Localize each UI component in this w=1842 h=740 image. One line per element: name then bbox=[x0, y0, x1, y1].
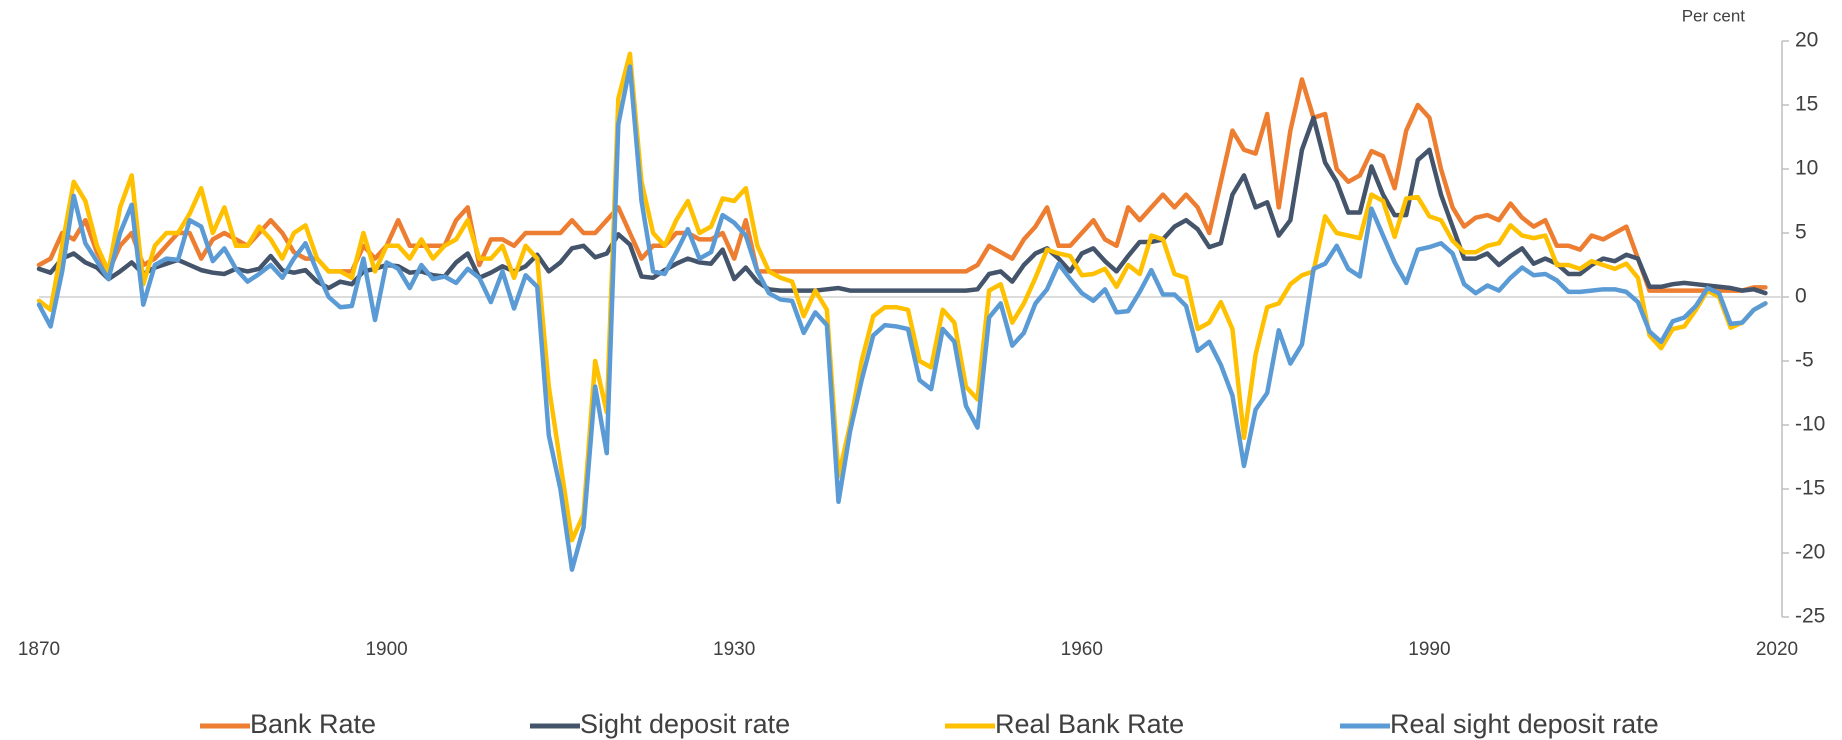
y-tick-label: -20 bbox=[1795, 541, 1825, 564]
x-tick-label: 2020 bbox=[1756, 639, 1798, 660]
legend-label: Real Bank Rate bbox=[995, 709, 1184, 739]
x-tick-label: 1930 bbox=[713, 639, 755, 660]
legend-label: Real sight deposit rate bbox=[1390, 709, 1659, 739]
y-tick-label: 10 bbox=[1795, 157, 1818, 180]
series-line bbox=[36, 64, 1768, 572]
series-line bbox=[36, 51, 1768, 543]
y-tick-label: -5 bbox=[1795, 349, 1814, 372]
y-axis-label: Per cent bbox=[1682, 6, 1746, 25]
series-line bbox=[36, 115, 1768, 296]
x-tick-label: 1960 bbox=[1061, 639, 1103, 660]
x-tick-label: 1990 bbox=[1408, 639, 1450, 660]
y-tick-label: 20 bbox=[1795, 29, 1818, 52]
y-tick-label: 0 bbox=[1795, 285, 1807, 308]
legend-label: Sight deposit rate bbox=[580, 709, 790, 739]
y-tick-label: 5 bbox=[1795, 221, 1807, 244]
x-tick-label: 1870 bbox=[18, 639, 60, 660]
y-tick-label: -15 bbox=[1795, 477, 1825, 500]
y-tick-label: 15 bbox=[1795, 93, 1818, 116]
y-tick-label: -25 bbox=[1795, 605, 1825, 628]
legend-label: Bank Rate bbox=[250, 709, 376, 739]
y-tick-label: -10 bbox=[1795, 413, 1825, 436]
x-tick-label: 1900 bbox=[365, 639, 407, 660]
